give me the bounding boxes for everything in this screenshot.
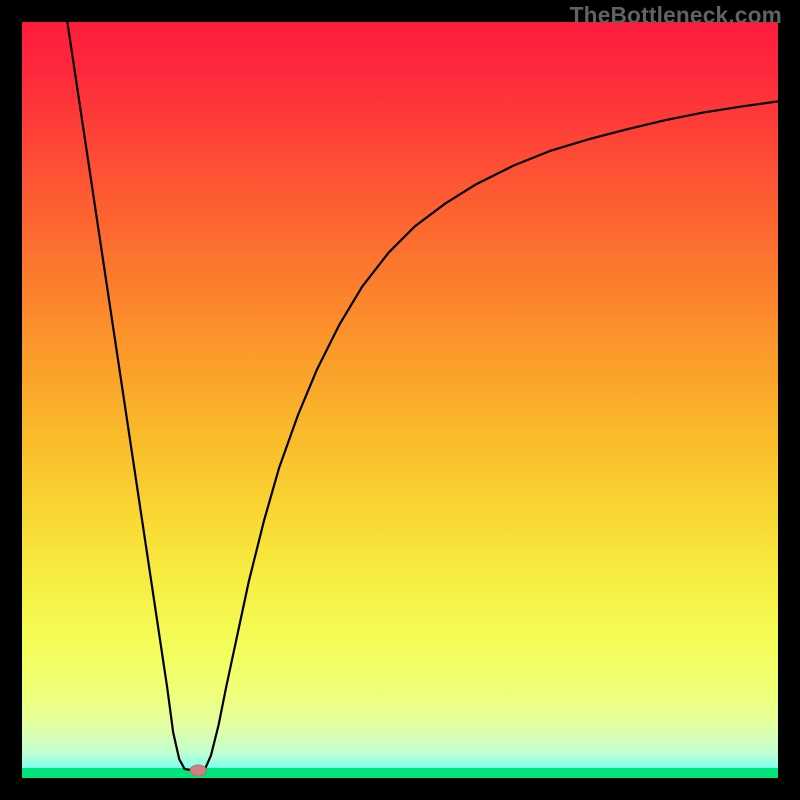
bottleneck-chart: [0, 0, 800, 800]
plot-gradient-background: [22, 22, 778, 778]
chart-container: TheBottleneck.com: [0, 0, 800, 800]
watermark-text: TheBottleneck.com: [570, 2, 782, 29]
minimum-marker: [190, 765, 206, 776]
green-baseline-strip: [22, 768, 778, 778]
